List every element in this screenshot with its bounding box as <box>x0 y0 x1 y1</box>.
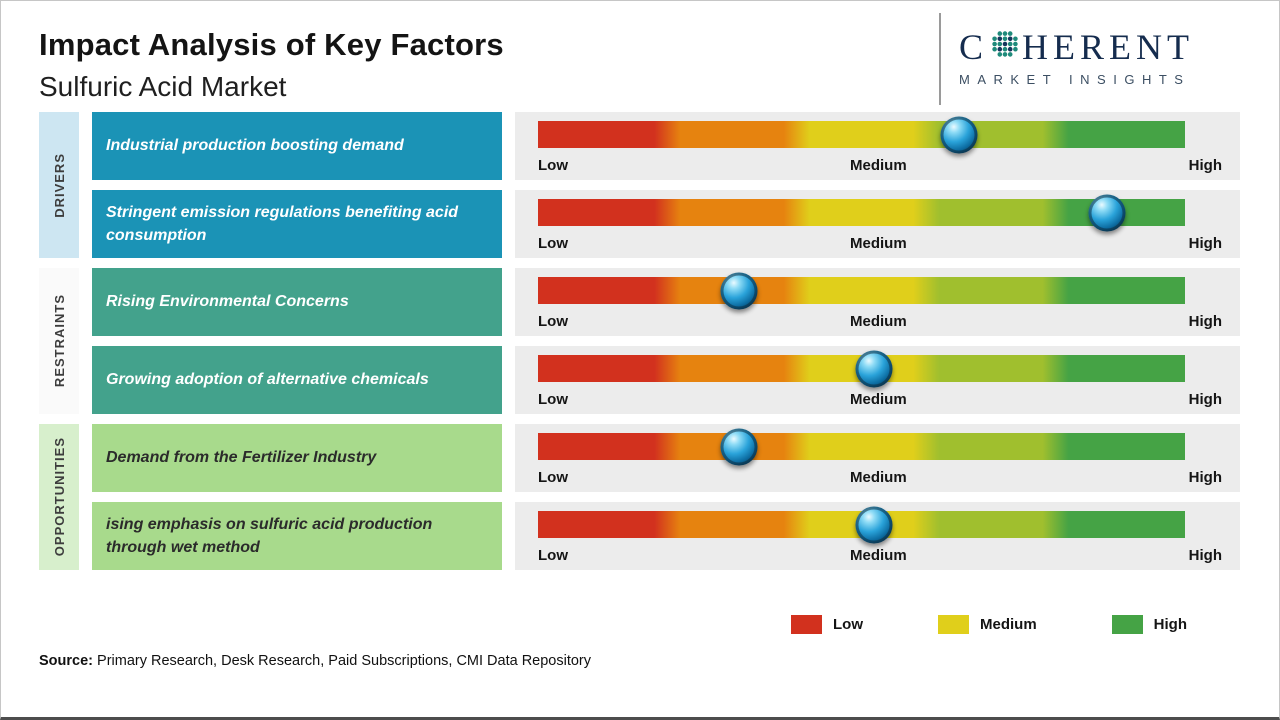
scale-high-label: High <box>1188 391 1222 408</box>
factor-box: ising emphasis on sulfuric acid producti… <box>92 502 502 570</box>
impact-gradient-bar <box>538 116 1185 153</box>
scale-medium-label: Medium <box>850 235 907 252</box>
scale-high-label: High <box>1188 547 1222 564</box>
factor-text: Stringent emission regulations benefitin… <box>106 203 459 244</box>
category-label-restraints: RESTRAINTS <box>51 294 67 388</box>
impact-gradient-bar <box>538 272 1185 309</box>
scale-medium-label: Medium <box>850 547 907 564</box>
legend-label-high: High <box>1153 616 1187 633</box>
impact-gradient-bar <box>538 194 1185 231</box>
factor-text: Rising Environmental Concerns <box>106 293 349 311</box>
legend-swatch-low <box>791 615 822 634</box>
scale-labels: Low Medium High <box>538 391 1222 408</box>
scale-medium-label: Medium <box>850 391 907 408</box>
impact-marker[interactable] <box>855 350 893 387</box>
impact-bar-row: Low Medium High <box>515 424 1240 492</box>
factor-box: Industrial production boosting demand <box>92 112 502 180</box>
impact-marker[interactable] <box>940 116 978 153</box>
impact-marker[interactable] <box>720 428 758 465</box>
page-subtitle: Sulfuric Acid Market <box>39 71 287 102</box>
page-title: Impact Analysis of Key Factors <box>39 27 504 62</box>
scale-high-label: High <box>1188 235 1222 252</box>
legend-swatch-high <box>1111 615 1143 634</box>
scale-high-label: High <box>1188 157 1222 174</box>
scale-low-label: Low <box>538 469 568 486</box>
scale-labels: Low Medium High <box>538 469 1222 486</box>
impact-bar-row: Low Medium High <box>515 346 1240 414</box>
scale-medium-label: Medium <box>850 313 907 330</box>
factor-text: Industrial production boosting demand <box>106 137 404 155</box>
brand-logo: C <box>939 13 1257 105</box>
logo-text-prefix: C <box>959 27 989 67</box>
factor-text: Growing adoption of alternative chemical… <box>106 371 429 389</box>
category-strip-opportunities: OPPORTUNITIES <box>39 424 79 570</box>
scale-low-label: Low <box>538 547 568 564</box>
category-label-opportunities: OPPORTUNITIES <box>51 437 67 557</box>
category-strip-restraints: RESTRAINTS <box>39 268 79 414</box>
legend-label-medium: Medium <box>980 616 1037 633</box>
category-strip-drivers: DRIVERS <box>39 112 79 258</box>
impact-gradient-bar <box>538 506 1185 543</box>
scale-high-label: High <box>1188 313 1222 330</box>
factor-box: Rising Environmental Concerns <box>92 268 502 336</box>
header: Impact Analysis of Key Factors Sulfuric … <box>1 1 1279 103</box>
source-text: Primary Research, Desk Research, Paid Su… <box>93 653 592 669</box>
scale-low-label: Low <box>538 235 568 252</box>
scale-low-label: Low <box>538 313 568 330</box>
scale-labels: Low Medium High <box>538 235 1222 252</box>
factor-box: Demand from the Fertilizer Industry <box>92 424 502 492</box>
legend-label-low: Low <box>833 616 863 633</box>
dotted-globe-icon <box>990 29 1020 65</box>
category-label-drivers: DRIVERS <box>51 152 67 218</box>
legend-item-high: High <box>1111 615 1187 634</box>
scale-low-label: Low <box>538 157 568 174</box>
impact-bar-row: Low Medium High <box>515 268 1240 336</box>
factor-box: Stringent emission regulations benefitin… <box>92 190 502 258</box>
scale-labels: Low Medium High <box>538 547 1222 564</box>
scale-labels: Low Medium High <box>538 313 1222 330</box>
impact-marker[interactable] <box>1088 194 1126 231</box>
logo-text-suffix: HERENT <box>1022 27 1194 67</box>
factor-text: ising emphasis on sulfuric acid producti… <box>106 515 433 556</box>
factor-text: Demand from the Fertilizer Industry <box>106 449 377 467</box>
brand-logo-tagline: MARKET INSIGHTS <box>959 72 1191 87</box>
legend-item-medium: Medium <box>938 615 1037 634</box>
legend-item-low: Low <box>791 615 863 634</box>
impact-marker[interactable] <box>855 506 893 543</box>
source-label: Source: <box>39 653 93 669</box>
impact-chart: DRIVERS Industrial production boosting d… <box>39 112 1240 570</box>
scale-medium-label: Medium <box>850 157 907 174</box>
scale-low-label: Low <box>538 391 568 408</box>
impact-marker[interactable] <box>720 272 758 309</box>
scale-labels: Low Medium High <box>538 157 1222 174</box>
brand-logo-wordmark: C <box>959 29 1257 65</box>
impact-bar-row: Low Medium High <box>515 112 1240 180</box>
scale-medium-label: Medium <box>850 469 907 486</box>
impact-gradient-bar <box>538 428 1185 465</box>
scale-high-label: High <box>1188 469 1222 486</box>
factor-box: Growing adoption of alternative chemical… <box>92 346 502 414</box>
impact-bar-row: Low Medium High <box>515 190 1240 258</box>
legend: Low Medium High <box>1 615 1279 634</box>
impact-gradient-bar <box>538 350 1185 387</box>
source-line: Source: Primary Research, Desk Research,… <box>39 653 1279 669</box>
impact-bar-row: Low Medium High <box>515 502 1240 570</box>
legend-swatch-medium <box>938 615 969 634</box>
